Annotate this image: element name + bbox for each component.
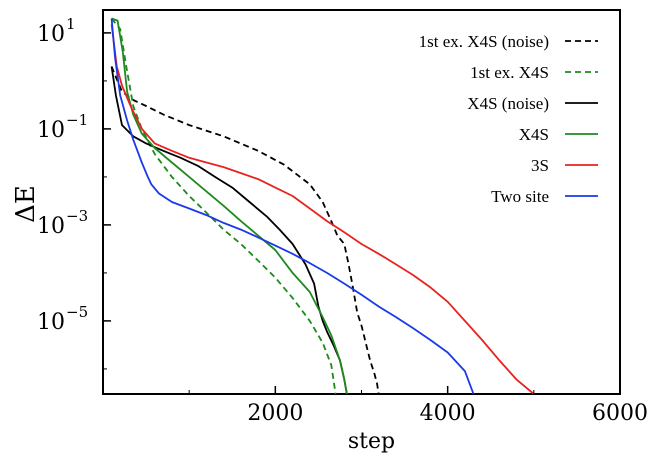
legend-label: 1st ex. X4S (noise) [419,32,549,51]
legend: 1st ex. X4S (noise) 1st ex. X4S X4S (noise… [419,32,598,206]
y-tick-label: 10 [37,214,65,239]
y-tick-exponent: −3 [66,207,88,225]
legend-label: X4S [519,125,549,144]
x-axis-label: step [348,429,395,454]
y-axis-label: ΔE [11,185,41,223]
series-line-1 [110,17,337,394]
legend-label: X4S (noise) [467,94,549,113]
x-tick-label: 4000 [420,401,476,426]
series-line-0 [110,66,380,394]
x-tick-label: 6000 [592,401,648,426]
series-line-4 [110,24,535,394]
y-tick-exponent: −1 [66,111,88,129]
y-tick-label: 10 [37,118,65,143]
y-tick-label: 10 [37,310,65,335]
legend-label: Two site [491,187,549,206]
legend-label: 1st ex. X4S [470,63,549,82]
series-line-2 [110,66,348,394]
legend-label: 3S [531,156,549,175]
series-layer [110,17,535,394]
y-tick-exponent: 1 [66,15,76,33]
y-tick-exponent: −5 [66,303,88,321]
x-tick-label: 2000 [247,401,303,426]
series-line-5 [110,18,475,394]
series-line-3 [111,17,348,394]
y-tick-label: 10 [37,22,65,47]
